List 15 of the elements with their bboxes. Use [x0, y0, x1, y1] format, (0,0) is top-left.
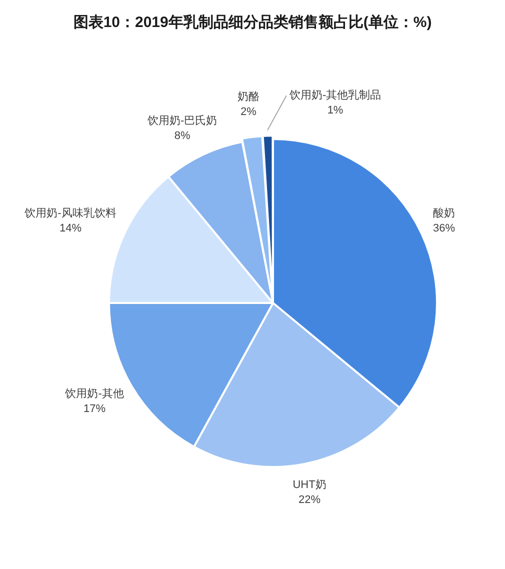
data-label: 14% — [59, 222, 82, 234]
slice-label: 饮用奶-其他乳制品 — [288, 88, 382, 102]
slice-label: 饮用奶-其他 — [64, 386, 124, 400]
slice-label: 奶酪 — [237, 91, 260, 104]
slice-label: 酸奶 — [433, 207, 456, 220]
data-label: 8% — [174, 130, 191, 142]
chart-title: 图表10：2019年乳制品细分品类销售额占比(单位：%) — [73, 13, 432, 32]
data-label: 1% — [327, 104, 344, 117]
data-label: 17% — [84, 402, 106, 415]
slice-label: 饮用奶-风味乳饮料 — [24, 206, 116, 220]
data-label: 2% — [240, 106, 257, 118]
data-label: 36% — [433, 222, 456, 234]
slice-label: UHT奶 — [292, 479, 326, 492]
data-label: 22% — [298, 494, 321, 506]
slice-label: 饮用奶-巴氏奶 — [146, 114, 218, 127]
